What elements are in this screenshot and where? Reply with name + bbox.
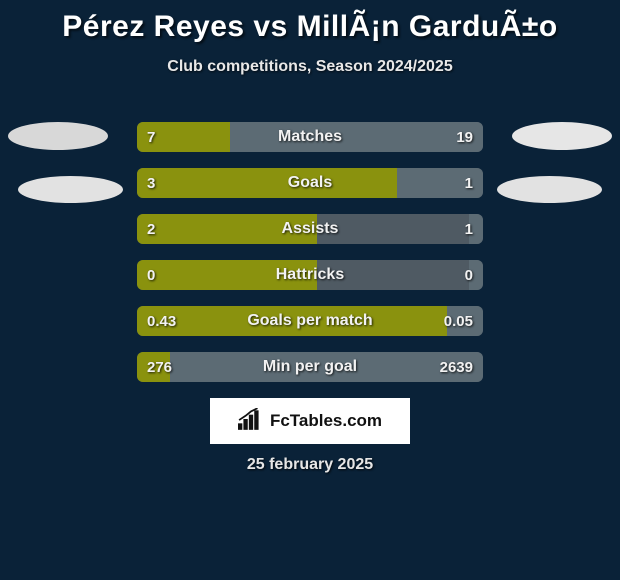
stat-bar-left xyxy=(137,352,170,382)
stat-row: 2762639Min per goal xyxy=(137,352,483,382)
comparison-rows: 719Matches 31Goals 21Assists 00Hattricks 0.4… xyxy=(137,122,483,398)
brand-text: FcTables.com xyxy=(270,411,382,431)
stat-bar-right xyxy=(469,214,483,244)
stat-bar-right xyxy=(230,122,483,152)
stat-row: 719Matches xyxy=(137,122,483,152)
stat-bar-right xyxy=(397,168,484,198)
stat-row: 31Goals xyxy=(137,168,483,198)
stat-bar-left xyxy=(137,306,447,336)
stat-bar-right xyxy=(469,260,483,290)
stat-bar-left xyxy=(137,214,317,244)
stat-bar-left xyxy=(137,260,317,290)
page-subtitle: Club competitions, Season 2024/2025 xyxy=(0,58,620,76)
decor-ellipse-right-1 xyxy=(512,122,612,150)
date-label: 25 february 2025 xyxy=(0,456,620,474)
stat-bar-right xyxy=(447,306,483,336)
decor-ellipse-right-2 xyxy=(497,176,602,203)
brand-badge: FcTables.com xyxy=(210,398,410,444)
stat-bar-right xyxy=(170,352,483,382)
decor-ellipse-left-2 xyxy=(18,176,123,203)
stat-bar-left xyxy=(137,168,397,198)
page-title: Pérez Reyes vs MillÃ¡n GarduÃ±o xyxy=(0,0,620,44)
decor-ellipse-left-1 xyxy=(8,122,108,150)
stat-bar-left xyxy=(137,122,230,152)
stat-row: 00Hattricks xyxy=(137,260,483,290)
chart-icon xyxy=(238,408,264,435)
stat-row: 0.430.05Goals per match xyxy=(137,306,483,336)
stat-row: 21Assists xyxy=(137,214,483,244)
